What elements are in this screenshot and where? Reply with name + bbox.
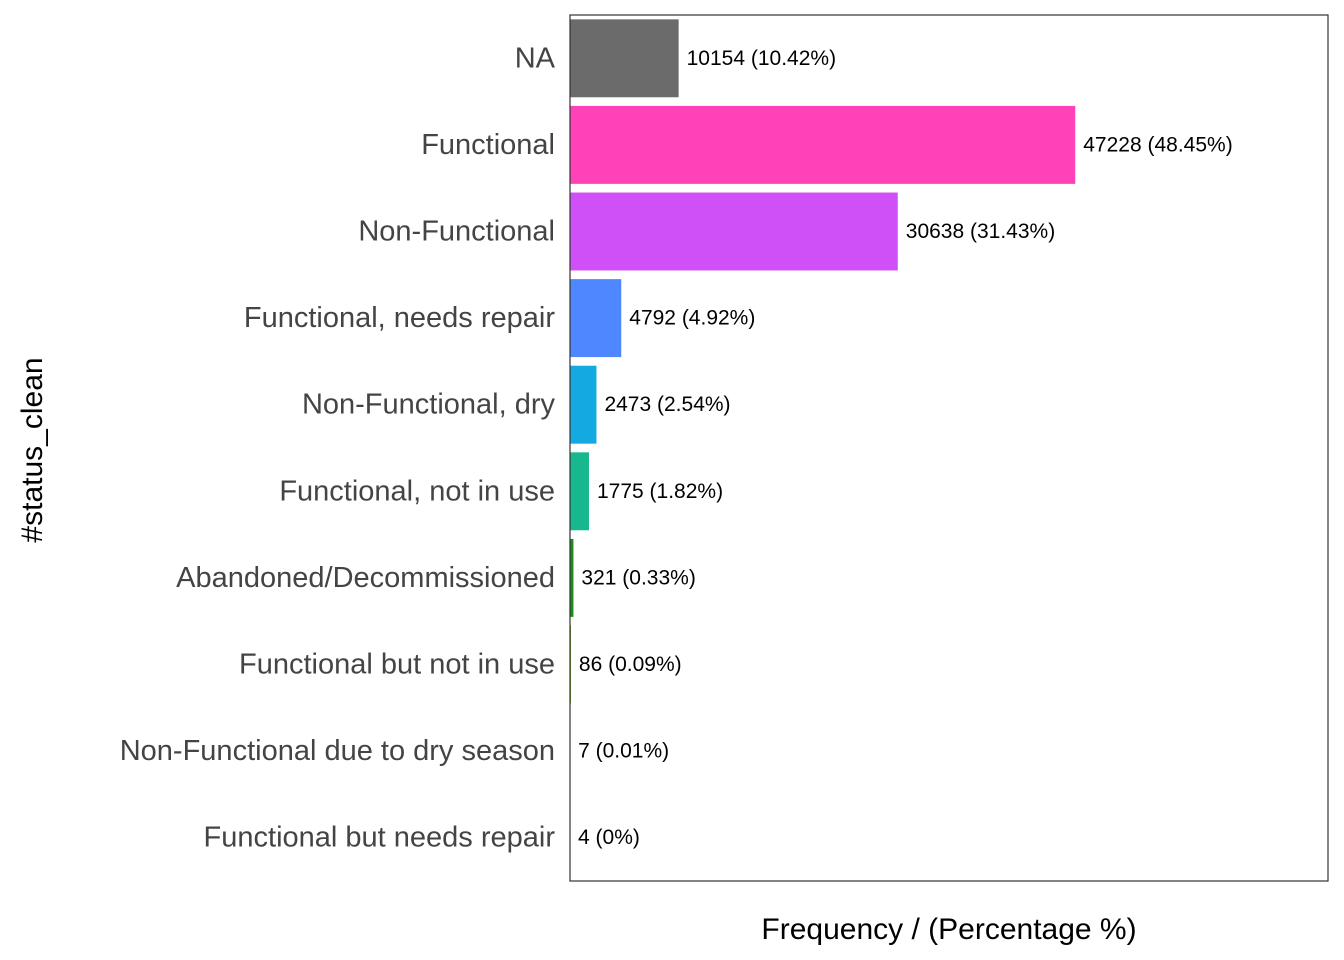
y-tick-label: NA xyxy=(515,42,556,74)
bar-value-label: 30638 (31.43%) xyxy=(906,220,1055,243)
y-tick-label: Functional, not in use xyxy=(279,475,555,507)
x-axis-title: Frequency / (Percentage %) xyxy=(761,913,1136,946)
bar-value-label: 86 (0.09%) xyxy=(579,653,682,676)
bar-value-label: 10154 (10.42%) xyxy=(687,47,836,70)
bar xyxy=(570,538,574,617)
bar xyxy=(570,279,622,358)
y-tick-label: Functional but not in use xyxy=(239,649,555,681)
bars-group xyxy=(570,19,1076,877)
y-tick-label: Non-Functional, dry xyxy=(302,389,556,421)
bar xyxy=(570,105,1076,184)
y-tick-label: Functional xyxy=(421,129,555,161)
category-labels-group: NA Functional Non-Functional Functional, ne… xyxy=(120,42,556,853)
y-tick-label: Non-Functional due to dry season xyxy=(120,735,555,767)
bar-value-label: 1775 (1.82%) xyxy=(597,480,723,503)
bar xyxy=(570,19,679,98)
bar xyxy=(570,192,898,271)
bar-value-label: 2473 (2.54%) xyxy=(604,393,730,416)
value-labels-group: 10154 (10.42%) 47228 (48.45%) 30638 (31.43… xyxy=(578,47,1233,849)
bar-value-label: 321 (0.33%) xyxy=(581,566,695,589)
bar xyxy=(570,365,597,444)
y-tick-label: Non-Functional xyxy=(358,216,555,248)
y-tick-label: Abandoned/Decommissioned xyxy=(176,562,555,594)
plot-panel-border xyxy=(569,14,1329,882)
bar xyxy=(570,452,589,531)
bar-value-label: 47228 (48.45%) xyxy=(1083,133,1232,156)
bar-value-label: 4792 (4.92%) xyxy=(629,307,755,330)
y-tick-label: Functional, needs repair xyxy=(244,302,555,334)
bar-value-label: 4 (0%) xyxy=(578,826,640,849)
y-tick-label: Functional but needs repair xyxy=(204,822,556,854)
bar-value-label: 7 (0.01%) xyxy=(578,740,669,763)
y-axis-title: #status_clean xyxy=(16,357,49,542)
